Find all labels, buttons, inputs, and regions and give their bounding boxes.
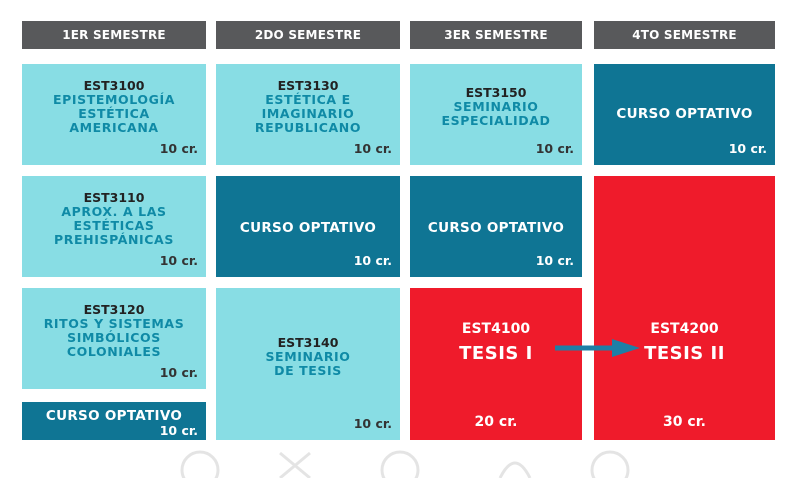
course-credits: 10 cr. — [159, 253, 198, 268]
course-code: EST3120 — [83, 302, 145, 317]
course-title-line: SEMINARIO — [453, 99, 539, 114]
course-title-line: REPUBLICANO — [254, 120, 362, 135]
course-title-line: ESPECIALIDAD — [441, 113, 551, 128]
course-title-line: DE TESIS — [274, 363, 342, 378]
course-title: CURSO OPTATIVO — [239, 220, 377, 236]
course-credits: 10 cr. — [728, 141, 767, 156]
course-est4100: EST4100 TESIS I 20 cr. — [410, 288, 582, 440]
course-code: EST3150 — [465, 85, 527, 100]
course-optativo-1: CURSO OPTATIVO 10 cr. — [22, 402, 206, 440]
course-est3150: EST3150 SEMINARIO ESPECIALIDAD 10 cr. — [410, 64, 582, 165]
course-title-line: SIMBÓLICOS — [67, 330, 161, 345]
course-title-line: EPISTEMOLOGÍA — [52, 92, 175, 107]
course-est3100: EST3100 EPISTEMOLOGÍA ESTÉTICA AMERICANA… — [22, 64, 206, 165]
course-credits: 10 cr. — [353, 416, 392, 431]
header-3er-semestre: 3ER SEMESTRE — [410, 21, 582, 49]
course-credits: 10 cr. — [353, 141, 392, 156]
course-title: CURSO OPTATIVO — [616, 106, 753, 122]
course-title-line: AMERICANA — [69, 120, 159, 135]
course-est3110: EST3110 APROX. A LAS ESTÉTICAS PREHISPÁN… — [22, 176, 206, 277]
course-title-line: ESTÉTICAS — [73, 218, 155, 233]
course-title-line: COLONIALES — [66, 344, 162, 359]
course-title-line: IMAGINARIO — [261, 106, 355, 121]
course-est3130: EST3130 ESTÉTICA E IMAGINARIO REPUBLICAN… — [216, 64, 400, 165]
course-title: CURSO OPTATIVO — [45, 408, 183, 424]
course-credits: 10 cr. — [159, 423, 198, 438]
header-2do-semestre: 2DO SEMESTRE — [216, 21, 400, 49]
watermark-icon — [180, 450, 630, 478]
course-title-line: SEMINARIO — [265, 349, 351, 364]
course-title: TESIS II — [644, 343, 725, 364]
course-est4200: EST4200 TESIS II 30 cr. — [594, 176, 775, 440]
header-4to-semestre: 4TO SEMESTRE — [594, 21, 775, 49]
course-credits: 10 cr. — [159, 365, 198, 380]
course-est3120: EST3120 RITOS Y SISTEMAS SIMBÓLICOS COLO… — [22, 288, 206, 389]
course-optativo-3: CURSO OPTATIVO 10 cr. — [410, 176, 582, 277]
course-title: TESIS I — [459, 343, 533, 364]
course-code: EST3130 — [277, 78, 339, 93]
course-title-line: APROX. A LAS — [61, 204, 167, 219]
course-code: EST4100 — [461, 321, 531, 337]
course-credits: 10 cr. — [535, 141, 574, 156]
course-optativo-2: CURSO OPTATIVO 10 cr. — [216, 176, 400, 277]
course-code: EST3110 — [83, 190, 145, 205]
course-title: CURSO OPTATIVO — [427, 220, 565, 236]
course-title-line: PREHISPÁNICAS — [54, 232, 174, 247]
course-code: EST4200 — [650, 321, 719, 337]
course-title-line: RITOS Y SISTEMAS — [43, 316, 185, 331]
course-title-line: ESTÉTICA E — [265, 92, 351, 107]
course-credits: 20 cr. — [474, 414, 518, 430]
course-est3140: EST3140 SEMINARIO DE TESIS 10 cr. — [216, 288, 400, 440]
course-credits: 10 cr. — [159, 141, 198, 156]
header-1er-semestre: 1ER SEMESTRE — [22, 21, 206, 49]
course-credits: 10 cr. — [353, 253, 392, 268]
course-code: EST3140 — [277, 335, 339, 350]
course-credits: 30 cr. — [663, 414, 706, 430]
course-optativo-4: CURSO OPTATIVO 10 cr. — [594, 64, 775, 165]
course-code: EST3100 — [83, 78, 145, 93]
course-title-line: ESTÉTICA — [78, 106, 150, 121]
course-credits: 10 cr. — [535, 253, 574, 268]
